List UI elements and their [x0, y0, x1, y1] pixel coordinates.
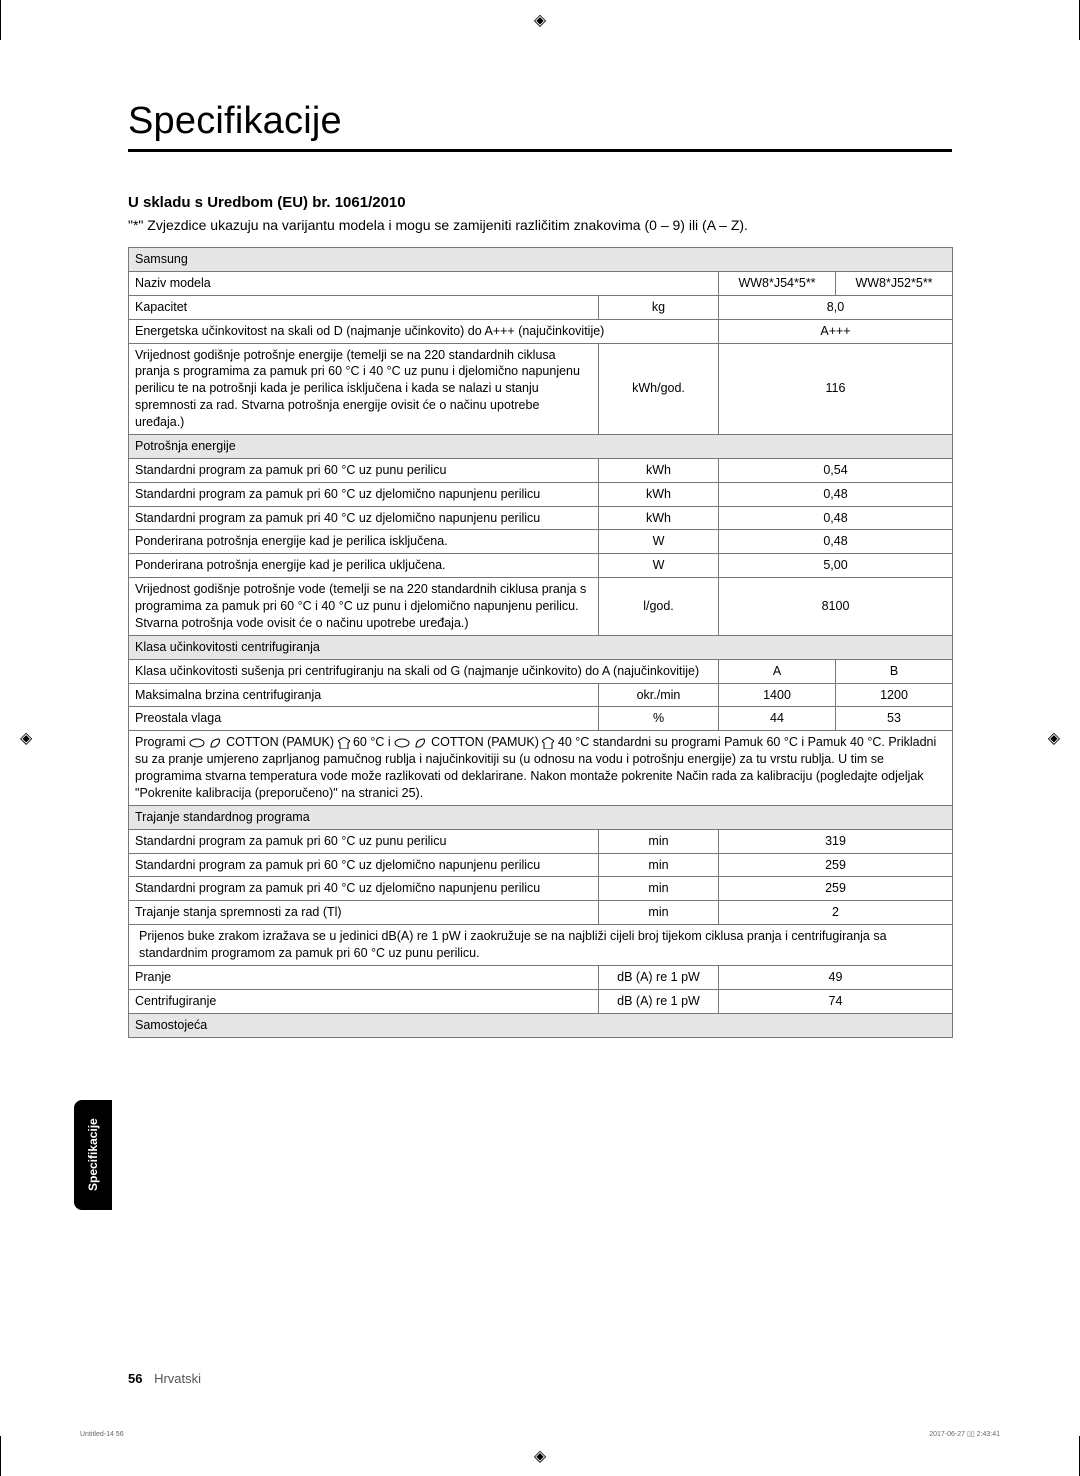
- page-language: Hrvatski: [154, 1371, 201, 1386]
- energy-header: Potrošnja energije: [129, 434, 953, 458]
- noise-note-row: Prijenos buke zrakom izražava se u jedin…: [129, 925, 953, 966]
- table-row: Pranje dB (A) re 1 pW 49: [129, 965, 953, 989]
- efficiency-label: Energetska učinkovitost na skali od D (n…: [129, 319, 719, 343]
- efficiency-val: A+++: [719, 319, 953, 343]
- page-footer: 56 Hrvatski: [128, 1371, 201, 1386]
- model-a: WW8*J54*5**: [719, 271, 836, 295]
- side-tab: Specifikacije: [74, 1100, 112, 1210]
- table-row: Ponderirana potrošnja energije kad je pe…: [129, 530, 953, 554]
- table-row: Klasa učinkovitosti sušenja pri centrifu…: [129, 659, 953, 683]
- table-row: Energetska učinkovitost na skali od D (n…: [129, 319, 953, 343]
- table-row: Centrifugiranje dB (A) re 1 pW 74: [129, 989, 953, 1013]
- model-b: WW8*J52*5**: [836, 271, 953, 295]
- program-note-row: Programi COTTON (PAMUK) 60 °C i COTTON (…: [129, 731, 953, 806]
- registration-mark-icon: ◈: [534, 1446, 546, 1466]
- section-subtitle: U skladu s Uredbom (EU) br. 1061/2010: [128, 194, 952, 211]
- annual-energy-label: Vrijednost godišnje potrošnje energije (…: [129, 343, 599, 434]
- table-row: Preostala vlaga % 44 53: [129, 707, 953, 731]
- table-row: Standardni program za pamuk pri 60 °C uz…: [129, 829, 953, 853]
- page-content: Specifikacije U skladu s Uredbom (EU) br…: [128, 100, 952, 1038]
- freestanding-row: Samostojeća: [129, 1013, 953, 1037]
- annual-energy-unit: kWh/god.: [599, 343, 719, 434]
- registration-mark-icon: ◈: [534, 10, 546, 30]
- capacity-label: Kapacitet: [129, 295, 599, 319]
- duration-header: Trajanje standardnog programa: [129, 805, 953, 829]
- table-row: Standardni program za pamuk pri 40 °C uz…: [129, 877, 953, 901]
- table-row: Trajanje stanja spremnosti za rad (Tl) m…: [129, 901, 953, 925]
- registration-mark-icon: ◈: [20, 728, 32, 748]
- table-row: Vrijednost godišnje potrošnje energije (…: [129, 343, 953, 434]
- table-row: Ponderirana potrošnja energije kad je pe…: [129, 554, 953, 578]
- table-row: Standardni program za pamuk pri 60 °C uz…: [129, 458, 953, 482]
- table-row: Standardni program za pamuk pri 60 °C uz…: [129, 482, 953, 506]
- capacity-unit: kg: [599, 295, 719, 319]
- spec-table: Samsung Naziv modela WW8*J54*5** WW8*J52…: [128, 247, 953, 1038]
- capacity-val: 8,0: [719, 295, 953, 319]
- page-title: Specifikacije: [128, 100, 952, 152]
- table-row: Standardni program za pamuk pri 60 °C uz…: [129, 853, 953, 877]
- print-job-right: 2017-06-27 ▯▯ 2:43:41: [929, 1430, 1000, 1438]
- registration-mark-icon: ◈: [1048, 728, 1060, 748]
- table-row: Naziv modela WW8*J54*5** WW8*J52*5**: [129, 271, 953, 295]
- table-row: Vrijednost godišnje potrošnje vode (teme…: [129, 578, 953, 636]
- print-job-left: Untitled-14 56: [80, 1431, 124, 1438]
- model-label: Naziv modela: [129, 271, 719, 295]
- table-row: Standardni program za pamuk pri 40 °C uz…: [129, 506, 953, 530]
- annual-energy-val: 116: [719, 343, 953, 434]
- brand-row: Samsung: [129, 248, 953, 272]
- spin-header: Klasa učinkovitosti centrifugiranja: [129, 635, 953, 659]
- table-row: Maksimalna brzina centrifugiranja okr./m…: [129, 683, 953, 707]
- page-number: 56: [128, 1371, 142, 1386]
- asterisk-note: "*" Zvjezdice ukazuju na varijantu model…: [128, 217, 952, 233]
- table-row: Kapacitet kg 8,0: [129, 295, 953, 319]
